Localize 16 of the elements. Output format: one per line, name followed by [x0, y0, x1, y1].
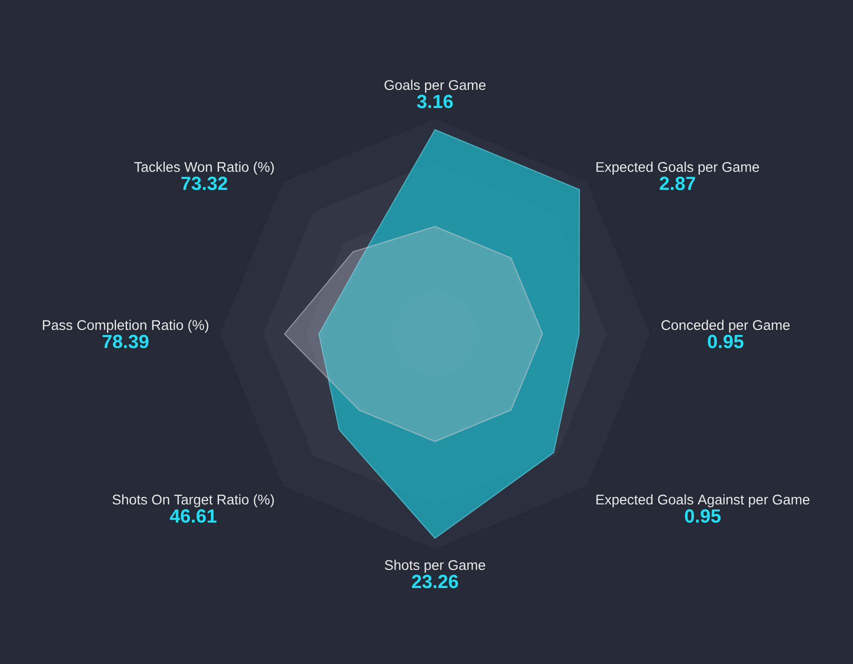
spoke-label: Expected Goals Against per Game	[596, 494, 810, 508]
text: 73.32	[181, 176, 228, 190]
spoke-label: Goals per Game	[384, 80, 486, 93]
text: 23.26	[412, 574, 458, 588]
text: 78.39	[102, 334, 148, 348]
spoke-label: Shots On Target Ratio (%)	[112, 494, 274, 508]
text: 0.95	[685, 509, 721, 523]
spoke-label: Expected Goals per Game	[596, 162, 760, 175]
spoke-label: Conceded per Game	[662, 320, 790, 333]
spoke-label: Shots per Game	[384, 560, 486, 573]
text: 2.87	[660, 176, 696, 190]
spoke-label: Tackles Won Ratio (%)	[134, 162, 274, 175]
text: 0.95	[708, 334, 744, 348]
text: 46.61	[170, 509, 216, 523]
spoke-label: Pass Completion Ratio (%)	[42, 320, 208, 333]
text: 3.16	[417, 94, 453, 108]
